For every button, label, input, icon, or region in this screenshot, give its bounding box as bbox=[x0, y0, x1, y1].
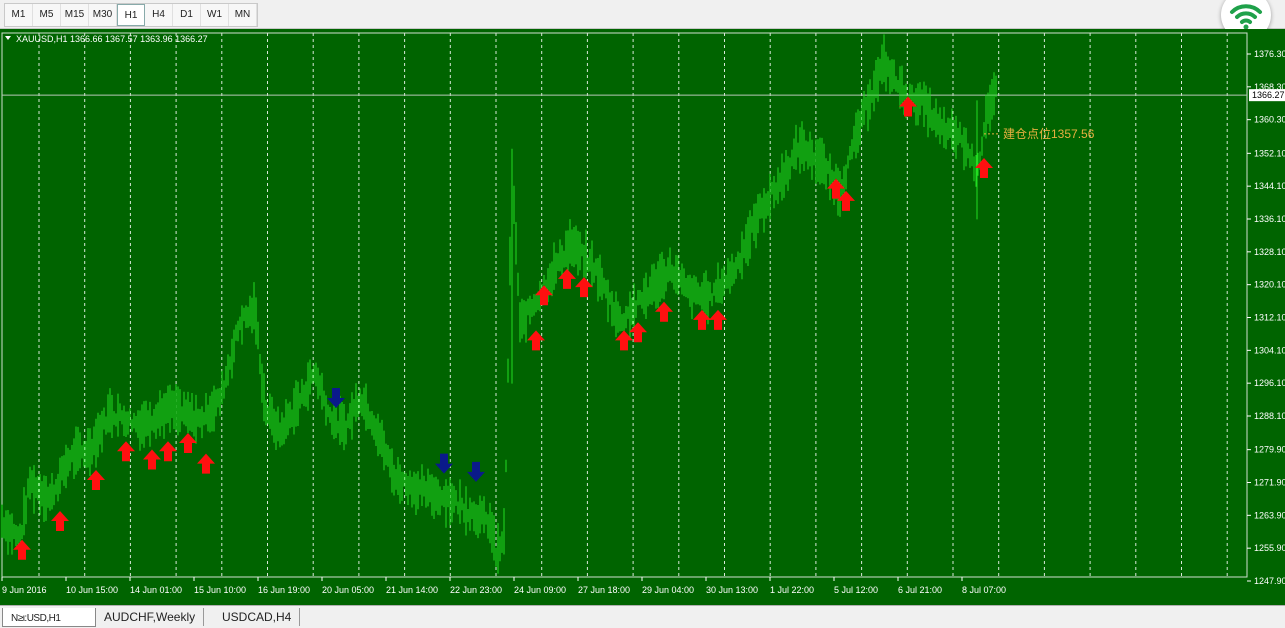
x-tick-label: 24 Jun 09:00 bbox=[514, 585, 566, 595]
y-tick-label: 1360.30 bbox=[1254, 115, 1285, 125]
chart-tabs: Ν≥ι:USD,Η1 AUDCHF,Weekly USDCAD,H4 bbox=[0, 605, 1285, 628]
timeframe-button-d1[interactable]: D1 bbox=[173, 4, 201, 26]
y-tick-label: 1320.10 bbox=[1254, 280, 1285, 290]
buy-arrow-icon bbox=[575, 277, 593, 298]
buy-arrow-icon bbox=[655, 301, 673, 322]
buy-arrow-icon bbox=[143, 449, 161, 470]
timeframe-button-h4[interactable]: H4 bbox=[145, 4, 173, 26]
y-tick-label: 1368.30 bbox=[1254, 82, 1285, 92]
chart-grid bbox=[1, 32, 1248, 578]
buy-arrow-icon bbox=[117, 441, 135, 462]
buy-arrow-icon bbox=[535, 285, 553, 306]
buy-arrow-icon bbox=[51, 511, 69, 532]
timeframe-button-m5[interactable]: M5 bbox=[33, 4, 61, 26]
entry-annotation: 建仓点位1357.56 bbox=[1003, 126, 1095, 141]
price-bars bbox=[1, 34, 997, 574]
timeframe-button-m1[interactable]: M1 bbox=[5, 4, 33, 26]
price-chart[interactable]: 1376.30 1368.30 1360.30 1352.10 1344.10 1336.… bbox=[0, 29, 1285, 605]
buy-arrow-icon bbox=[13, 539, 31, 560]
x-tick-label: 14 Jun 01:00 bbox=[130, 585, 182, 595]
x-tick-label: 5 Jul 12:00 bbox=[834, 585, 878, 595]
y-tick-label: 1352.10 bbox=[1254, 148, 1285, 158]
x-tick-label: 9 Jun 2016 bbox=[2, 585, 47, 595]
x-tick-label: 27 Jun 18:00 bbox=[578, 585, 630, 595]
signal-arrows bbox=[13, 96, 1000, 560]
x-tick-label: 10 Jun 15:00 bbox=[66, 585, 118, 595]
buy-arrow-icon bbox=[87, 469, 105, 490]
tab-label: Ν≥ι:USD,Η1 bbox=[11, 613, 61, 624]
tab-usdcad-h4[interactable]: USDCAD,H4 bbox=[214, 608, 301, 626]
buy-arrow-icon bbox=[197, 453, 215, 474]
current-price-box bbox=[1249, 89, 1285, 102]
timeframe-button-h1[interactable]: H1 bbox=[117, 4, 145, 26]
y-tick-label: 1296.10 bbox=[1254, 378, 1285, 388]
sell-arrow-icon bbox=[327, 387, 345, 408]
x-tick-label: 22 Jun 23:00 bbox=[450, 585, 502, 595]
plot-border bbox=[1, 32, 1248, 578]
buy-arrow-icon bbox=[179, 433, 197, 454]
buy-arrow-icon bbox=[837, 190, 855, 211]
timeframe-toolbar: M1 M5 M15 M30 H1 H4 D1 W1 MN bbox=[0, 0, 1285, 40]
y-tick-label: 1312.10 bbox=[1254, 313, 1285, 323]
y-tick-label: 1247.90 bbox=[1254, 576, 1285, 586]
x-tick-label: 20 Jun 05:00 bbox=[322, 585, 374, 595]
buy-arrow-icon bbox=[709, 309, 727, 330]
x-tick-label: 1 Jul 22:00 bbox=[770, 585, 814, 595]
timeframe-button-mn[interactable]: MN bbox=[229, 4, 257, 26]
sell-arrow-icon bbox=[435, 453, 453, 474]
buy-arrow-icon bbox=[615, 330, 633, 351]
y-tick-label: 1328.10 bbox=[1254, 247, 1285, 257]
y-tick-label: 1279.90 bbox=[1254, 445, 1285, 455]
buy-arrow-icon bbox=[159, 441, 177, 462]
sell-arrow-icon bbox=[467, 461, 485, 482]
buy-arrow-icon bbox=[899, 96, 917, 117]
x-tick-label: 15 Jun 10:00 bbox=[194, 585, 246, 595]
x-tick-label: 6 Jul 21:00 bbox=[898, 585, 942, 595]
chart-header: XAUUSD,H1 1366.66 1367.57 1363.96 1366.2… bbox=[16, 34, 208, 44]
x-tick-label: 29 Jun 04:00 bbox=[642, 585, 694, 595]
y-tick-label: 1255.90 bbox=[1254, 543, 1285, 553]
timeframe-button-m15[interactable]: M15 bbox=[61, 4, 89, 26]
buy-arrow-icon bbox=[558, 268, 576, 289]
chart-menu-arrow-icon[interactable] bbox=[5, 36, 11, 40]
chart-window[interactable]: 1376.30 1368.30 1360.30 1352.10 1344.10 1336.… bbox=[0, 29, 1285, 605]
buy-arrow-icon bbox=[527, 330, 545, 351]
current-price-label: 1366.27 bbox=[1252, 90, 1285, 100]
time-axis: 9 Jun 2016 10 Jun 15:00 14 Jun 01:00 15 Jun… bbox=[1, 577, 1006, 595]
tab-xauusd-h1[interactable]: Ν≥ι:USD,Η1 bbox=[2, 608, 96, 627]
y-tick-label: 1271.90 bbox=[1254, 477, 1285, 487]
y-tick-label: 1336.10 bbox=[1254, 214, 1285, 224]
timeframe-button-w1[interactable]: W1 bbox=[201, 4, 229, 26]
y-tick-label: 1376.30 bbox=[1254, 49, 1285, 59]
buy-arrow-icon bbox=[629, 322, 647, 343]
price-axis: 1376.30 1368.30 1360.30 1352.10 1344.10 1336.… bbox=[1247, 49, 1285, 586]
y-tick-label: 1344.10 bbox=[1254, 181, 1285, 191]
timeframe-buttons: M1 M5 M15 M30 H1 H4 D1 W1 MN bbox=[4, 3, 258, 27]
y-tick-label: 1304.10 bbox=[1254, 345, 1285, 355]
buy-arrow-icon bbox=[975, 158, 993, 179]
y-tick-label: 1263.90 bbox=[1254, 510, 1285, 520]
y-tick-label: 1288.10 bbox=[1254, 411, 1285, 421]
buy-arrow-icon bbox=[693, 309, 711, 330]
x-tick-label: 16 Jun 19:00 bbox=[258, 585, 310, 595]
x-tick-label: 21 Jun 14:00 bbox=[386, 585, 438, 595]
x-tick-label: 8 Jul 07:00 bbox=[962, 585, 1006, 595]
x-tick-label: 30 Jun 13:00 bbox=[706, 585, 758, 595]
timeframe-button-m30[interactable]: M30 bbox=[89, 4, 117, 26]
buy-arrow-icon bbox=[827, 178, 845, 199]
tab-audchf-weekly[interactable]: AUDCHF,Weekly bbox=[96, 608, 205, 626]
